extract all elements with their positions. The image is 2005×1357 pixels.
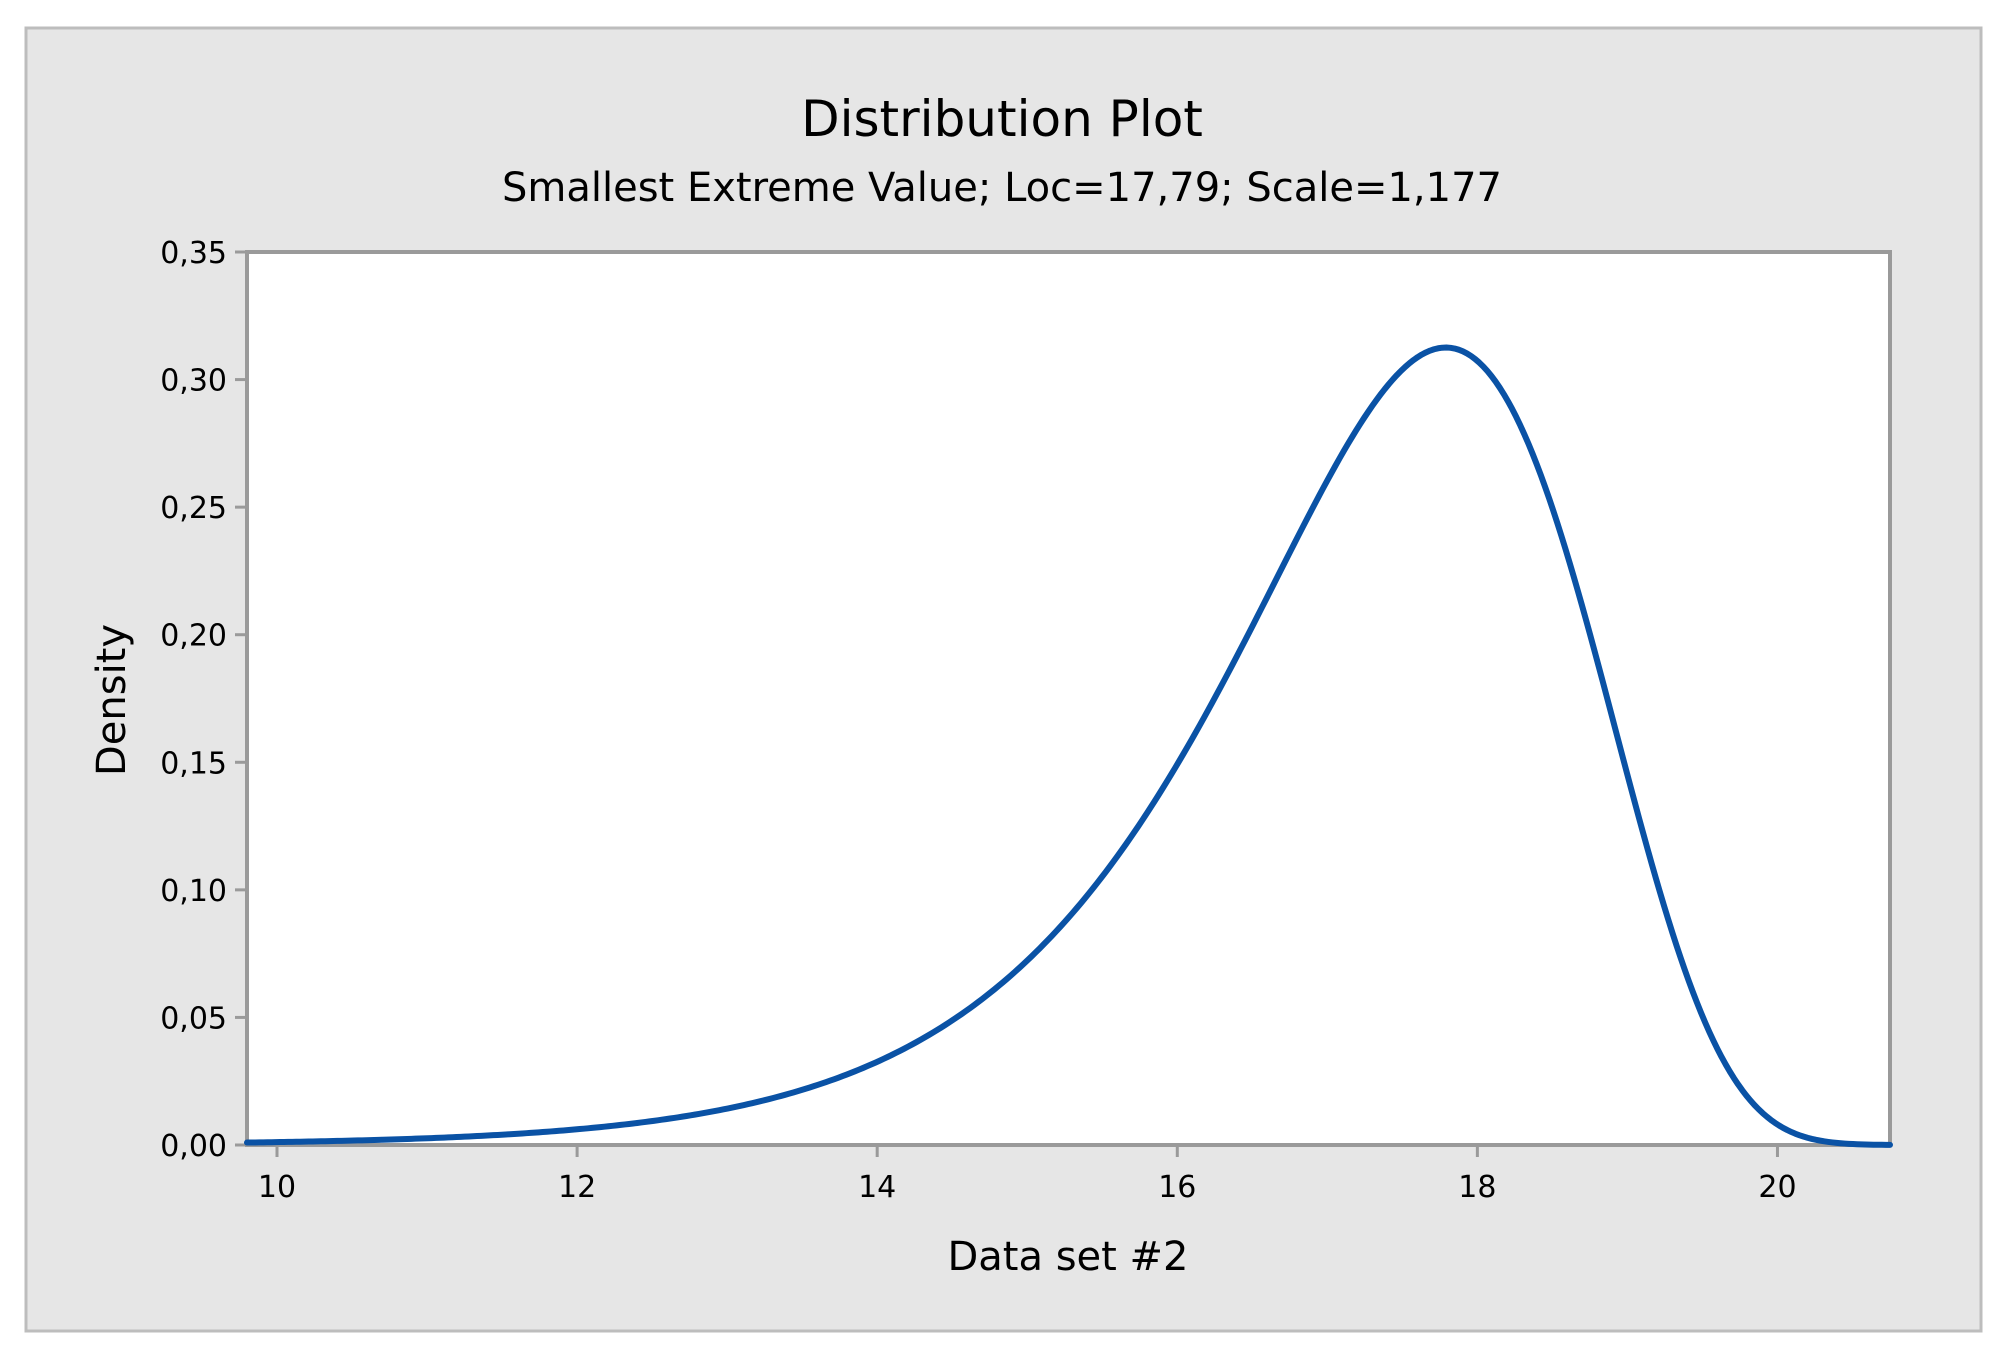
x-tick-label: 14	[858, 1170, 896, 1205]
y-tick-label: 0,10	[160, 874, 227, 909]
x-tick-label: 16	[1158, 1170, 1196, 1205]
x-axis-label: Data set #2	[947, 1234, 1188, 1280]
y-tick-label: 0,25	[160, 491, 227, 526]
y-tick-label: 0,20	[160, 619, 227, 654]
chart-title: Distribution Plot	[801, 90, 1203, 148]
x-tick-label: 12	[558, 1170, 596, 1205]
x-tick-label: 20	[1758, 1170, 1796, 1205]
x-tick-label: 18	[1458, 1170, 1496, 1205]
plot-area	[245, 250, 1892, 1147]
x-axis: 10 12 14 16 18 20	[258, 1145, 1797, 1205]
y-axis-label: Density	[89, 624, 135, 776]
density-curve	[244, 344, 1893, 1148]
y-tick-label: 0,00	[160, 1129, 227, 1164]
y-axis: 0,00 0,05 0,10 0,15 0,20 0,25 0,30 0,35	[160, 236, 247, 1164]
y-tick-label: 0,35	[160, 236, 227, 271]
x-tick-label: 10	[258, 1170, 296, 1205]
y-tick-label: 0,30	[160, 364, 227, 399]
chart-subtitle: Smallest Extreme Value; Loc=17,79; Scale…	[502, 165, 1502, 211]
y-tick-label: 0,15	[160, 746, 227, 781]
y-tick-label: 0,05	[160, 1001, 227, 1036]
